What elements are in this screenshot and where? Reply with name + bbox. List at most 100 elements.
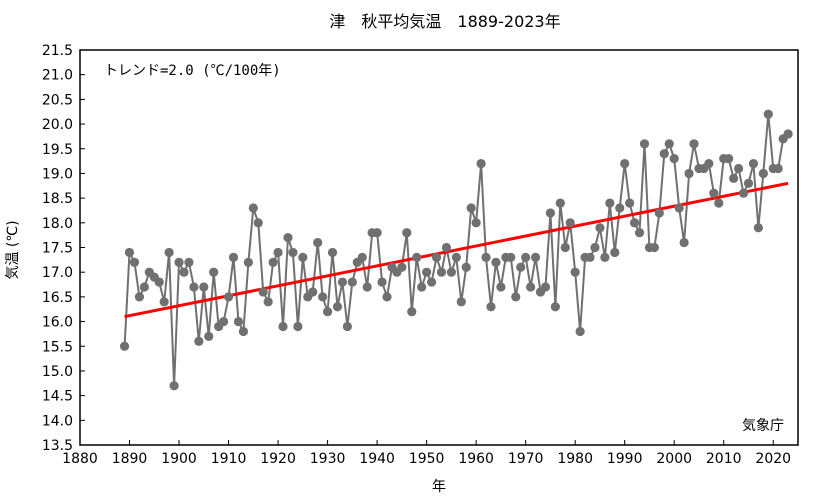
data-point bbox=[679, 237, 689, 248]
data-point bbox=[283, 233, 293, 243]
data-point bbox=[184, 257, 194, 267]
data-point bbox=[729, 173, 739, 183]
data-point bbox=[530, 252, 541, 262]
data-point bbox=[456, 297, 466, 307]
y-tick-label: 16.0 bbox=[42, 315, 73, 331]
data-point bbox=[724, 154, 734, 164]
points-layer bbox=[119, 109, 793, 391]
data-point bbox=[748, 158, 759, 169]
data-point bbox=[481, 252, 491, 262]
trend-annotation: トレンド=2.0 (℃/100年) bbox=[104, 63, 281, 79]
data-point bbox=[129, 257, 140, 267]
y-tick-label: 14.0 bbox=[42, 413, 73, 429]
data-point bbox=[629, 218, 640, 228]
data-point bbox=[476, 158, 486, 169]
chart-title: 津 秋平均気温 1889-2023年 bbox=[329, 12, 560, 31]
data-point bbox=[382, 292, 392, 302]
data-point bbox=[516, 262, 526, 272]
data-point bbox=[357, 252, 367, 262]
data-point bbox=[738, 188, 749, 198]
y-tick-label: 16.5 bbox=[42, 290, 73, 306]
data-point bbox=[372, 228, 382, 238]
data-point bbox=[347, 277, 357, 287]
data-point bbox=[585, 252, 595, 262]
plot-area bbox=[79, 49, 799, 446]
data-point bbox=[540, 282, 551, 292]
data-point bbox=[659, 149, 669, 159]
x-tick-label: 1990 bbox=[607, 451, 643, 467]
data-point bbox=[758, 168, 768, 179]
data-point bbox=[486, 302, 496, 312]
data-point bbox=[743, 178, 754, 188]
data-point bbox=[466, 203, 476, 213]
data-point bbox=[709, 188, 719, 198]
data-point bbox=[238, 326, 249, 337]
data-point bbox=[209, 267, 219, 277]
data-point bbox=[273, 247, 283, 258]
data-point bbox=[436, 267, 447, 277]
data-point bbox=[412, 252, 422, 262]
data-point bbox=[441, 242, 452, 253]
y-tick-label: 19.0 bbox=[42, 166, 73, 182]
data-point bbox=[417, 282, 427, 292]
data-point bbox=[342, 321, 352, 332]
data-point bbox=[298, 252, 308, 262]
data-point bbox=[565, 218, 575, 228]
y-tick-label: 19.5 bbox=[42, 142, 73, 158]
data-point bbox=[664, 139, 674, 149]
data-point bbox=[506, 252, 516, 262]
data-point bbox=[451, 252, 461, 262]
data-point bbox=[461, 262, 471, 272]
data-point bbox=[223, 292, 234, 302]
data-point bbox=[615, 203, 625, 213]
x-tick-label: 2020 bbox=[755, 451, 791, 467]
data-point bbox=[684, 168, 694, 179]
data-point bbox=[322, 307, 333, 317]
data-point bbox=[511, 292, 521, 302]
y-tick-label: 14.5 bbox=[42, 389, 73, 405]
x-tick-label: 1900 bbox=[161, 451, 197, 467]
x-tick-label: 2000 bbox=[656, 451, 692, 467]
data-point bbox=[570, 267, 580, 277]
data-point bbox=[313, 237, 323, 248]
data-point bbox=[610, 247, 620, 258]
data-point bbox=[560, 242, 570, 253]
data-point bbox=[362, 282, 372, 292]
y-axis: 13.5 14.0 14.5 15.0 15.5 16.0 16.5 17.0 17.5 18.0… bbox=[42, 43, 85, 454]
data-point bbox=[634, 228, 645, 238]
data-point bbox=[124, 247, 135, 258]
y-tick-label: 20.0 bbox=[42, 117, 73, 133]
data-point bbox=[189, 282, 199, 292]
data-point bbox=[233, 316, 244, 327]
data-point bbox=[332, 302, 343, 312]
data-point bbox=[402, 228, 412, 238]
data-point bbox=[164, 247, 174, 258]
y-tick-label: 15.5 bbox=[42, 339, 73, 355]
y-tick-label: 18.0 bbox=[42, 216, 73, 232]
data-point bbox=[550, 302, 560, 312]
x-axis: 1880 1890 1900 1910 1920 1930 1940 1950 1960 1970… bbox=[62, 440, 791, 467]
data-point bbox=[204, 331, 214, 341]
data-point bbox=[179, 267, 189, 277]
x-tick-label: 1960 bbox=[458, 451, 494, 467]
data-point bbox=[521, 252, 531, 262]
data-point bbox=[753, 223, 763, 233]
data-point bbox=[654, 208, 664, 218]
data-point bbox=[219, 316, 229, 327]
data-point bbox=[600, 252, 610, 262]
x-tick-label: 1920 bbox=[260, 451, 296, 467]
data-point bbox=[595, 223, 605, 233]
data-point bbox=[431, 252, 442, 262]
data-point bbox=[407, 307, 417, 317]
x-tick-label: 1950 bbox=[409, 451, 445, 467]
data-point bbox=[194, 336, 204, 346]
x-tick-label: 1970 bbox=[508, 451, 544, 467]
data-point bbox=[575, 326, 585, 337]
data-point bbox=[308, 287, 318, 297]
x-tick-label: 1940 bbox=[359, 451, 395, 467]
data-point bbox=[783, 129, 793, 139]
data-point bbox=[605, 198, 615, 208]
data-point bbox=[327, 247, 338, 258]
data-point bbox=[639, 139, 650, 149]
data-point bbox=[496, 282, 506, 292]
